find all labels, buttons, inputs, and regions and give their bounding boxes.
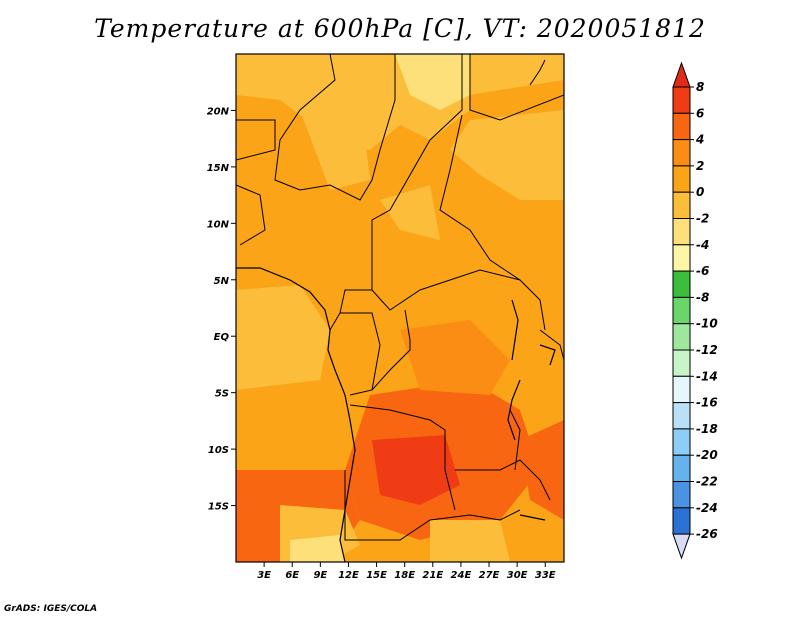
map-frame xyxy=(235,53,565,563)
colorbar-box xyxy=(672,191,691,219)
colorbar-label: 8 xyxy=(696,80,704,94)
lon-tick-label: 33E xyxy=(535,570,556,581)
lon-tick-label: 18E xyxy=(394,570,415,581)
colorbar-label: -4 xyxy=(696,238,709,252)
field-cool-sudan xyxy=(450,110,564,200)
field-cool-sahara xyxy=(395,54,470,110)
colorbar-label: -26 xyxy=(696,527,718,541)
colorbar-box xyxy=(672,112,691,141)
colorbar-label: -6 xyxy=(696,264,709,278)
colorbar-box xyxy=(672,428,691,456)
lat-tick-label: 20N xyxy=(207,106,230,117)
colorbar-box xyxy=(672,402,691,430)
colorbar-label: 4 xyxy=(695,133,704,147)
country-borders xyxy=(236,54,564,541)
colorbar-box xyxy=(672,507,691,535)
colorbar-label: 6 xyxy=(696,106,704,120)
lat-tick-label: 10N xyxy=(207,219,230,230)
lon-tick-label: 12E xyxy=(338,570,359,581)
colorbar-label: -12 xyxy=(696,343,718,357)
lon-tick-label: 6E xyxy=(285,570,299,581)
lon-axis: 3E 6E 9E 12E 15E 18E 21E 24E 27E 30E 33E xyxy=(257,562,556,581)
colorbar-box xyxy=(672,165,691,193)
lat-tick-label: 15N xyxy=(207,163,230,174)
colorbar-label: -24 xyxy=(696,501,718,515)
colorbar: 8 6 4 2 0 -2 -4 -6 -8 -10 -12 -14 -16 -18 -20 -22 -24 -26 xyxy=(672,61,718,560)
lon-tick-label: 21E xyxy=(422,570,443,581)
colorbar-box xyxy=(672,244,691,272)
colorbar-bottom-arrow xyxy=(672,533,691,560)
colorbar-label: -18 xyxy=(696,422,718,436)
colorbar-top-arrow xyxy=(672,61,691,88)
field-hot-core xyxy=(372,435,460,505)
lon-tick-label: 15E xyxy=(366,570,387,581)
colorbar-box xyxy=(672,454,691,483)
colorbar-label: -16 xyxy=(696,396,718,410)
field-cool-gulf xyxy=(236,285,330,390)
lon-tick-label: 30E xyxy=(507,570,528,581)
colorbar-box xyxy=(672,139,691,167)
colorbar-box xyxy=(672,323,691,351)
temperature-field xyxy=(236,54,564,562)
field-warm-se xyxy=(520,420,564,520)
colorbar-box xyxy=(672,375,691,404)
field-cool-ne xyxy=(470,54,564,95)
lat-tick-label: 15S xyxy=(208,502,229,513)
lat-tick-label: EQ xyxy=(214,332,230,343)
field-cool-namib-core xyxy=(290,535,345,562)
lat-tick-label: 5N xyxy=(214,276,230,287)
lat-tick-label: 5S xyxy=(215,389,229,400)
colorbar-label: 2 xyxy=(696,159,704,173)
colorbar-box xyxy=(672,270,691,298)
colorbar-box xyxy=(672,296,691,325)
lat-axis: 20N 15N 10N 5N EQ 5S 10S 15S xyxy=(207,106,236,513)
colorbar-label: -8 xyxy=(696,290,709,304)
field-cool-niger xyxy=(300,95,370,190)
coastlines-lakes xyxy=(236,267,556,562)
field-cool-chad xyxy=(380,185,440,240)
field-warm-congo xyxy=(400,320,510,395)
colorbar-label: 0 xyxy=(696,185,704,199)
colorbar-label: -10 xyxy=(696,317,718,331)
field-cool-kalahari xyxy=(430,520,510,562)
lon-tick-label: 3E xyxy=(257,570,271,581)
colorbar-box xyxy=(672,349,691,377)
colorbar-box xyxy=(672,481,691,509)
grads-credit: GrADS: IGES/COLA xyxy=(4,604,98,614)
colorbar-label: -2 xyxy=(696,212,709,226)
colorbar-label: -14 xyxy=(696,369,718,383)
colorbar-label: -22 xyxy=(696,475,718,489)
chart-title: Temperature at 600hPa [C], VT: 202005181… xyxy=(94,14,706,43)
lon-tick-label: 27E xyxy=(479,570,500,581)
lon-tick-label: 24E xyxy=(451,570,472,581)
colorbar-box xyxy=(672,218,691,246)
lat-tick-label: 10S xyxy=(208,445,229,456)
colorbar-box xyxy=(672,86,691,114)
colorbar-label: -20 xyxy=(696,448,718,462)
lon-tick-label: 9E xyxy=(313,570,327,581)
